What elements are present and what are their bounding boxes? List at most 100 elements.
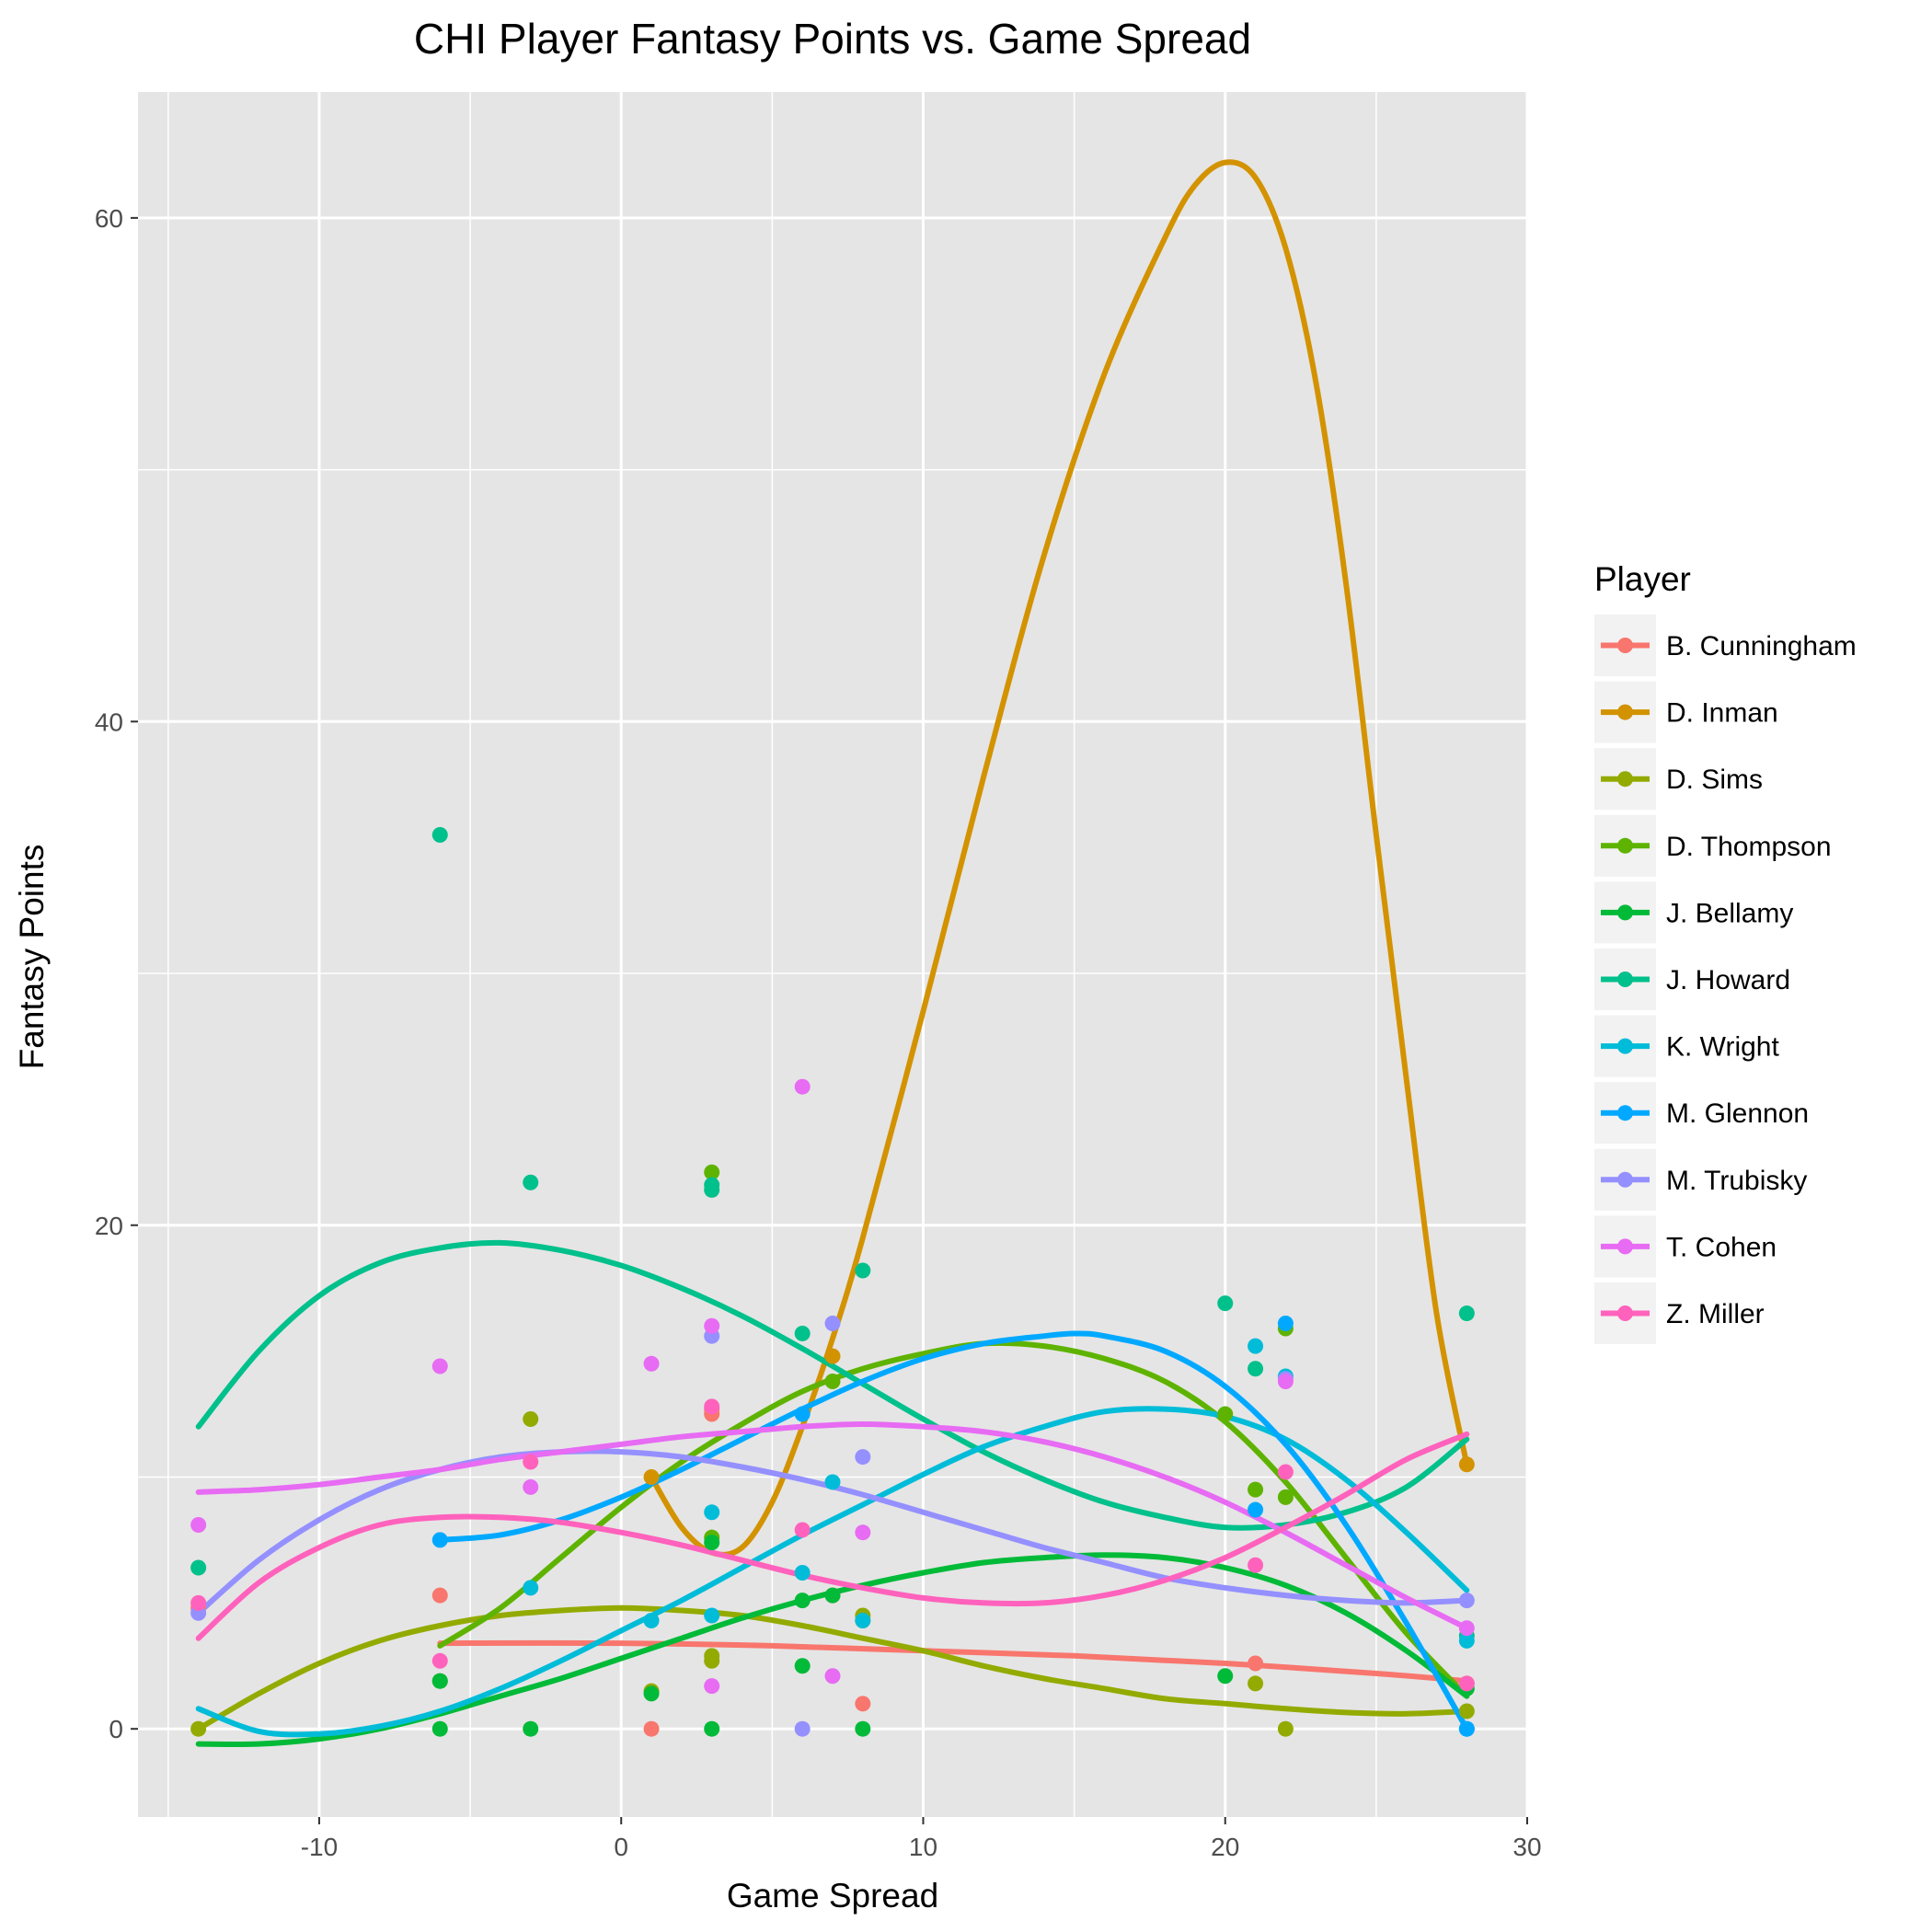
data-point	[1248, 1338, 1264, 1354]
data-point	[190, 1720, 207, 1737]
data-point	[794, 1406, 811, 1422]
data-point	[824, 1668, 841, 1685]
data-point	[1248, 1501, 1264, 1518]
x-axis-title: Game Spread	[727, 1877, 938, 1915]
axes: -10 0 10 20 30 0 20 40 60	[95, 204, 1542, 1861]
x-tick-label: 0	[614, 1833, 628, 1861]
trend-line	[437, 1330, 1470, 1732]
data-point	[855, 1612, 871, 1628]
data-point	[643, 1612, 660, 1628]
chart-title: CHI Player Fantasy Points vs. Game Sprea…	[414, 15, 1251, 63]
data-point	[431, 1652, 448, 1669]
trend-line	[437, 1639, 1470, 1685]
data-point	[431, 826, 448, 843]
legend-item: Z. Miller	[1594, 1282, 1765, 1344]
data-point	[824, 1587, 841, 1604]
legend-item: J. Bellamy	[1594, 881, 1793, 944]
data-point	[704, 1720, 720, 1737]
legend-key-point	[1617, 1238, 1633, 1255]
legend-item: M. Trubisky	[1594, 1148, 1807, 1211]
data-point	[1277, 1489, 1294, 1505]
legend: Player B. Cunningham D. Inman D. Sims D. Th…	[1594, 560, 1857, 1344]
data-point	[1458, 1720, 1475, 1737]
legend-item: M. Glennon	[1594, 1082, 1809, 1144]
y-tick-label: 40	[95, 707, 123, 736]
legend-key-point	[1617, 1305, 1633, 1321]
data-point	[1458, 1593, 1475, 1609]
x-tick-label: 20	[1211, 1833, 1239, 1861]
data-point	[1277, 1373, 1294, 1389]
data-point	[523, 1478, 539, 1495]
data-point	[824, 1474, 841, 1490]
data-point	[643, 1720, 660, 1737]
data-point	[824, 1373, 841, 1389]
data-point	[643, 1355, 660, 1372]
legend-key-point	[1617, 1105, 1633, 1121]
x-tick-label: -10	[301, 1833, 338, 1861]
data-point	[1248, 1557, 1264, 1573]
data-point	[1277, 1316, 1294, 1332]
data-point	[824, 1316, 841, 1332]
data-point	[190, 1559, 207, 1576]
data-point	[643, 1468, 660, 1485]
data-point	[704, 1398, 720, 1415]
x-tick-label: 30	[1512, 1833, 1541, 1861]
trend-line	[195, 1239, 1470, 1531]
data-point	[704, 1678, 720, 1695]
data-point	[855, 1262, 871, 1279]
legend-label: D. Inman	[1666, 698, 1778, 729]
data-point	[190, 1516, 207, 1533]
y-axis-title: Fantasy Points	[13, 845, 51, 1070]
data-point	[794, 1522, 811, 1538]
data-point	[794, 1658, 811, 1674]
legend-key-point	[1617, 638, 1633, 653]
legend-item: B. Cunningham	[1594, 615, 1857, 676]
data-point	[824, 1348, 841, 1364]
legend-label: M. Trubisky	[1666, 1166, 1807, 1196]
legend-label: M. Glennon	[1666, 1098, 1809, 1129]
legend-key-point	[1617, 704, 1633, 720]
data-point	[431, 1587, 448, 1604]
data-point	[704, 1535, 720, 1551]
legend-title: Player	[1594, 560, 1691, 598]
plot-panel	[138, 92, 1527, 1817]
data-point	[704, 1181, 720, 1198]
trend-line	[195, 1431, 1470, 1641]
data-point	[794, 1078, 811, 1095]
data-point	[431, 1532, 448, 1548]
data-point	[1458, 1620, 1475, 1637]
data-point	[1248, 1655, 1264, 1672]
legend-key-point	[1617, 1171, 1633, 1188]
data-point	[431, 1720, 448, 1737]
y-tick-label: 0	[109, 1715, 123, 1743]
data-point	[523, 1580, 539, 1596]
data-point	[1217, 1295, 1234, 1312]
data-point	[794, 1593, 811, 1609]
data-point	[855, 1524, 871, 1541]
data-point	[794, 1720, 811, 1737]
data-point	[704, 1607, 720, 1624]
data-points	[190, 826, 1475, 1737]
data-point	[704, 1648, 720, 1664]
data-point	[704, 1164, 720, 1180]
data-point	[431, 1358, 448, 1374]
data-point	[794, 1564, 811, 1581]
x-tick-label: 10	[909, 1833, 937, 1861]
data-point	[1458, 1703, 1475, 1719]
data-point	[1217, 1668, 1234, 1685]
legend-label: J. Howard	[1666, 965, 1790, 995]
legend-label: B. Cunningham	[1666, 631, 1857, 661]
data-point	[794, 1325, 811, 1341]
data-point	[1458, 1675, 1475, 1692]
trend-line	[195, 1604, 1470, 1732]
legend-key-point	[1617, 904, 1633, 921]
data-point	[1248, 1675, 1264, 1692]
legend-item: J. Howard	[1594, 949, 1790, 1010]
legend-label: T. Cohen	[1666, 1232, 1777, 1262]
legend-item: D. Thompson	[1594, 814, 1832, 877]
data-point	[431, 1673, 448, 1689]
legend-key-point	[1617, 837, 1633, 854]
data-point	[704, 1317, 720, 1334]
data-point	[1458, 1632, 1475, 1649]
legend-label: D. Sims	[1666, 765, 1763, 795]
